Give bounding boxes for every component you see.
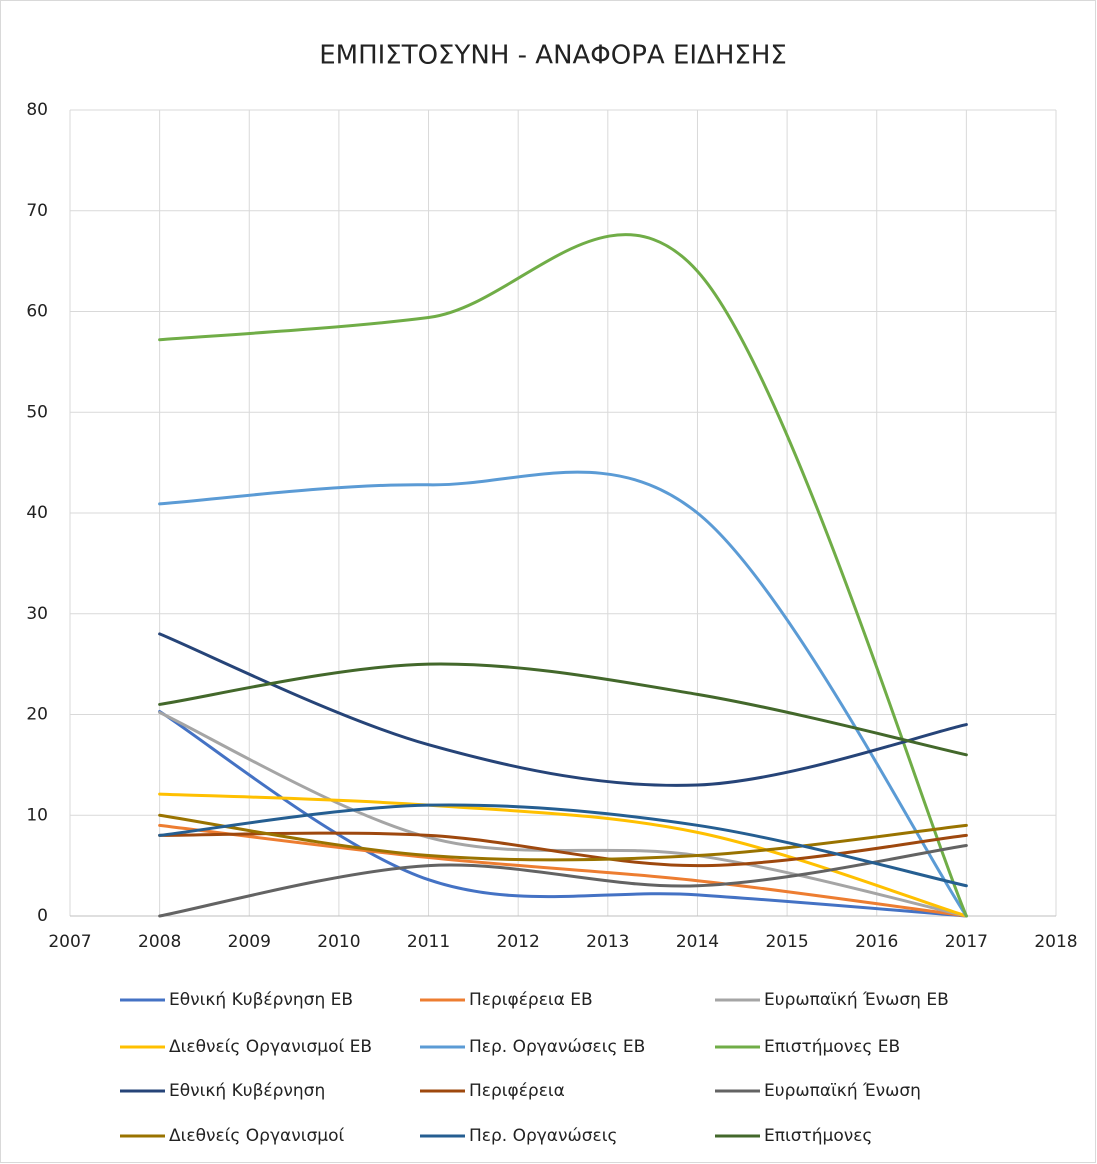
series-line [158,813,968,862]
series-line [158,470,968,918]
series-line [158,709,968,918]
x-tick-label: 2012 [497,932,540,952]
x-tick-label: 2008 [138,932,181,952]
x-tick-label: 2010 [317,932,360,952]
x-tick-label: 2018 [1034,932,1077,952]
legend-label: Περ. Οργανώσεις [469,1126,617,1146]
x-tick-label: 2014 [676,932,719,952]
y-tick-label: 80 [26,100,48,120]
x-tick-label: 2009 [228,932,271,952]
chart-title: ΕΜΠΙΣΤΟΣΥΝΗ - ΑΝΑΦΟΡΑ ΕΙΔΗΣΗΣ [319,41,787,71]
x-tick-label: 2016 [855,932,898,952]
legend-label: Περιφέρεια ΕΒ [469,990,593,1010]
y-tick-label: 20 [26,705,48,725]
legend-label: Επιστήμονες ΕΒ [764,1037,900,1057]
y-tick-label: 10 [26,805,48,825]
x-tick-label: 2013 [586,932,629,952]
series-line [158,843,968,918]
legend-label: Ευρωπαϊκή Ένωση ΕΒ [764,990,949,1010]
legend-label: Διεθνείς Οργανισμοί ΕΒ [169,1037,372,1057]
series-line [158,792,968,918]
legend-label: Ευρωπαϊκή Ένωση [764,1081,921,1101]
y-tick-label: 40 [26,503,48,523]
series-line [158,803,968,888]
series-line [158,662,968,757]
legend-label: Εθνική Κυβέρνηση ΕΒ [169,990,353,1010]
y-tick-label: 30 [26,604,48,624]
series-line [158,233,968,918]
x-tick-label: 2011 [407,932,450,952]
x-tick-label: 2017 [945,932,988,952]
x-tick-label: 2015 [765,932,808,952]
legend-label: Επιστήμονες [764,1126,872,1146]
legend-label: Εθνική Κυβέρνηση [169,1081,325,1101]
series-line [158,823,968,918]
legend-label: Περ. Οργανώσεις ΕΒ [469,1037,645,1057]
legend-label: Περιφέρεια [469,1081,565,1101]
y-tick-label: 50 [26,402,48,422]
y-tick-label: 0 [37,906,48,926]
series-line [158,831,968,868]
x-tick-label: 2007 [48,932,91,952]
y-tick-label: 60 [26,302,48,322]
y-tick-label: 70 [26,201,48,221]
legend-label: Διεθνείς Οργανισμοί [169,1126,344,1146]
